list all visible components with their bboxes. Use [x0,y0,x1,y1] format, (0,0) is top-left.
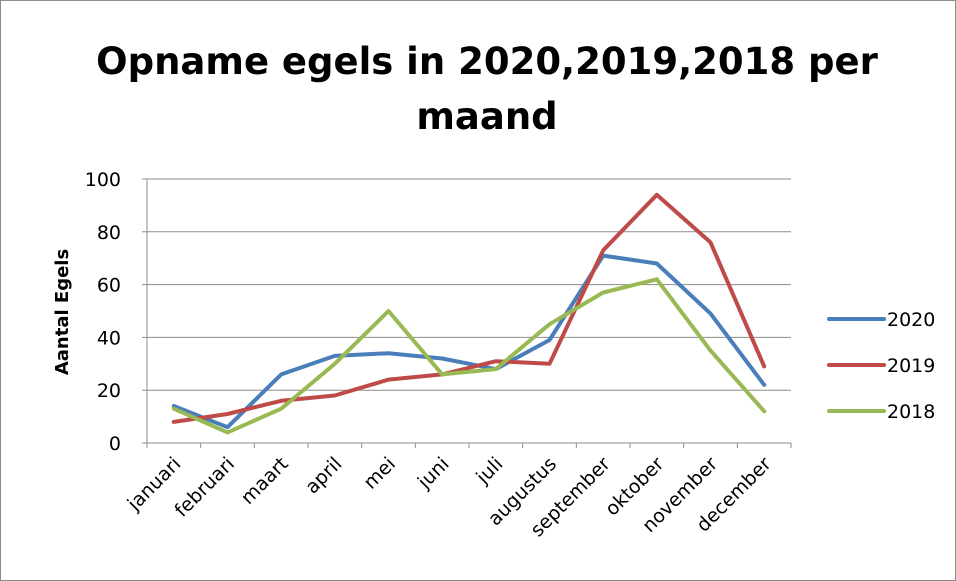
y-tick-label: 100 [85,169,121,191]
y-tick-label: 60 [97,275,121,297]
series-line-2018 [171,277,767,435]
x-tick-label: maart [237,453,293,509]
legend-label-2020: 2020 [887,309,935,331]
y-tick-label: 40 [97,327,121,349]
y-tick-label: 80 [97,222,121,244]
x-tick-label: juli [471,453,507,489]
series-line-2020 [171,253,767,430]
y-tick-label: 0 [109,433,121,455]
x-tick-label: april [301,453,346,498]
y-tick-label: 20 [97,380,121,402]
y-axis-label: Aantal Egels [52,249,73,375]
legend: 2020 2019 2018 [827,309,935,423]
series-line-2019 [171,192,767,424]
y-tick-labels: 0 20 40 60 80 100 [85,169,121,455]
series-lines [171,192,767,435]
x-tick-label: mei [359,453,400,494]
x-tick-label: juni [413,453,454,494]
chart-title-line-1: Opname egels in 2020,2019,2018 per [96,40,878,83]
legend-label-2018: 2018 [887,401,935,423]
chart-title-line-2: maand [416,95,557,138]
gridlines [142,178,792,448]
legend-label-2019: 2019 [887,355,935,377]
x-tick-label: februari [170,453,239,522]
